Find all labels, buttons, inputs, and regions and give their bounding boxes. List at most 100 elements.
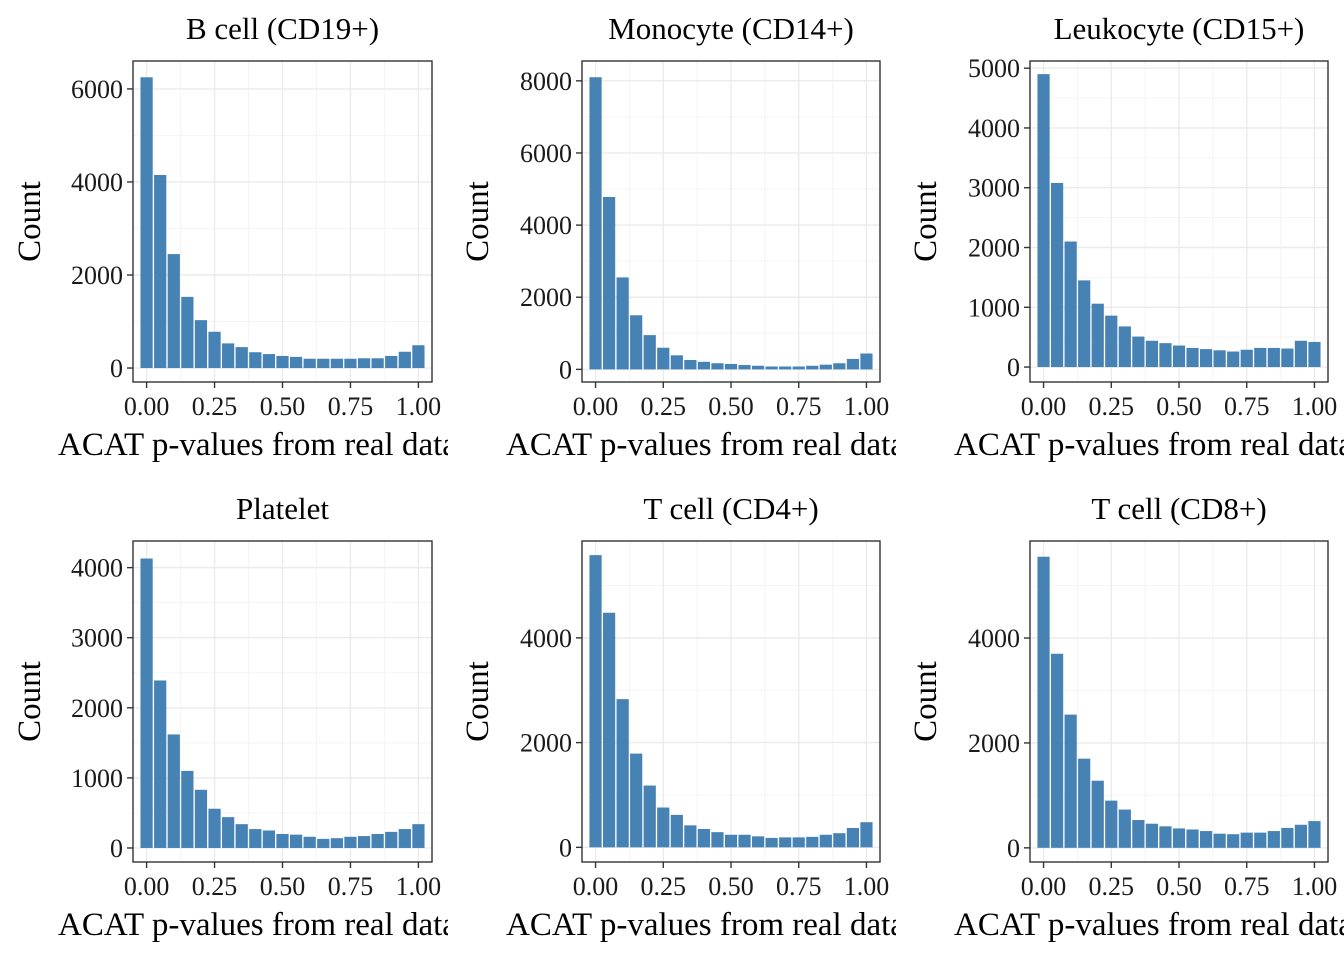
bar bbox=[1050, 182, 1064, 368]
bar bbox=[235, 824, 248, 848]
bar bbox=[412, 345, 425, 369]
bar bbox=[738, 365, 751, 370]
bar bbox=[602, 612, 616, 848]
bar bbox=[1267, 347, 1280, 368]
bar bbox=[697, 361, 711, 370]
bar bbox=[1281, 348, 1294, 368]
bar bbox=[330, 838, 343, 848]
y-tick-label: 8000 bbox=[520, 67, 572, 96]
bar bbox=[792, 366, 805, 370]
y-axis-title: Count bbox=[908, 661, 944, 742]
x-tick-label: 0.00 bbox=[573, 392, 619, 421]
panel-title: Platelet bbox=[236, 491, 329, 526]
bar bbox=[684, 825, 697, 848]
bar bbox=[792, 837, 805, 848]
bar bbox=[208, 331, 221, 369]
bar bbox=[657, 807, 670, 848]
bar bbox=[140, 77, 153, 369]
bar bbox=[167, 734, 180, 848]
bar bbox=[1294, 340, 1308, 368]
y-tick-label: 4000 bbox=[968, 624, 1020, 653]
y-axis-title: Count bbox=[12, 181, 48, 262]
panel-6: 0.00 0.25 0.50 0.75 1.00 0 2000 4000 T cell (CD8… bbox=[908, 491, 1344, 943]
bar bbox=[1064, 241, 1077, 368]
x-tick-label: 0.75 bbox=[328, 392, 374, 421]
bar bbox=[1037, 556, 1050, 848]
bar bbox=[697, 829, 711, 848]
bar bbox=[711, 832, 724, 848]
bar bbox=[181, 770, 194, 848]
bar bbox=[1281, 827, 1294, 848]
y-axis-title: Count bbox=[460, 181, 496, 262]
bar bbox=[154, 174, 167, 369]
x-tick-label: 0.25 bbox=[1089, 872, 1135, 901]
x-tick-label: 0.75 bbox=[1224, 392, 1270, 421]
x-tick-label: 1.00 bbox=[844, 872, 890, 901]
bar bbox=[724, 363, 738, 370]
x-tick-label: 0.00 bbox=[1021, 392, 1067, 421]
panel-2: 0.00 0.25 0.50 0.75 1.00 0 2000 4000 6000 8000 Mon… bbox=[460, 11, 896, 463]
x-tick-label: 0.25 bbox=[641, 392, 687, 421]
bar bbox=[806, 836, 819, 848]
x-axis-title: ACAT p-values from real data bbox=[506, 907, 905, 943]
bar bbox=[317, 358, 330, 369]
bar bbox=[1118, 326, 1131, 368]
x-tick-label: 0.00 bbox=[124, 872, 170, 901]
bar bbox=[1213, 350, 1226, 368]
y-axis-title: Count bbox=[460, 661, 496, 742]
bar bbox=[751, 836, 765, 848]
bar bbox=[181, 296, 194, 369]
x-tick-label: 0.00 bbox=[1021, 872, 1067, 901]
panel-title: Monocyte (CD14+) bbox=[608, 11, 854, 46]
bar bbox=[154, 680, 167, 848]
bar bbox=[344, 836, 357, 848]
bar bbox=[317, 838, 330, 848]
y-tick-label: 2000 bbox=[968, 729, 1020, 758]
bar bbox=[779, 366, 792, 370]
y-tick-label: 0 bbox=[559, 355, 572, 384]
x-tick-label: 1.00 bbox=[396, 392, 442, 421]
y-tick-label: 4000 bbox=[520, 624, 572, 653]
bar bbox=[670, 814, 683, 848]
x-tick-label: 0.50 bbox=[708, 392, 754, 421]
bar bbox=[385, 355, 398, 369]
bar bbox=[249, 352, 262, 369]
x-axis-title: ACAT p-values from real data bbox=[954, 427, 1344, 463]
bar bbox=[657, 347, 670, 370]
bar bbox=[1199, 831, 1213, 848]
bar bbox=[589, 555, 602, 848]
bar bbox=[806, 365, 819, 370]
bar bbox=[1186, 829, 1199, 848]
y-tick-label: 2000 bbox=[71, 261, 123, 290]
x-axis-title: ACAT p-values from real data bbox=[954, 907, 1344, 943]
bar bbox=[724, 834, 738, 848]
y-tick-label: 0 bbox=[559, 833, 572, 862]
bar bbox=[1145, 340, 1159, 368]
y-tick-label: 2000 bbox=[71, 694, 123, 723]
bar bbox=[412, 824, 425, 848]
bar bbox=[1105, 800, 1118, 848]
y-tick-label: 4000 bbox=[520, 211, 572, 240]
bar bbox=[1105, 315, 1118, 368]
y-tick-label: 6000 bbox=[520, 139, 572, 168]
y-tick-label: 2000 bbox=[520, 729, 572, 758]
y-tick-label: 2000 bbox=[968, 234, 1020, 263]
bar bbox=[1064, 714, 1077, 848]
bar bbox=[630, 315, 643, 370]
bar bbox=[860, 353, 873, 370]
panel-5: 0.00 0.25 0.50 0.75 1.00 0 2000 4000 T cell (CD4… bbox=[460, 491, 905, 943]
bar bbox=[276, 833, 289, 848]
y-tick-label: 5000 bbox=[968, 54, 1020, 83]
bar bbox=[1050, 653, 1064, 848]
bar bbox=[765, 366, 778, 370]
bar bbox=[1159, 826, 1172, 848]
panel-4: 0.00 0.25 0.50 0.75 1.00 0 1000 2000 3000 4000 Pla… bbox=[12, 491, 448, 943]
x-tick-label: 0.25 bbox=[1089, 392, 1135, 421]
bar bbox=[1240, 832, 1253, 848]
y-tick-label: 1000 bbox=[968, 293, 1020, 322]
bar bbox=[833, 363, 846, 370]
panel-title: T cell (CD4+) bbox=[643, 491, 818, 526]
x-tick-label: 0.75 bbox=[776, 872, 822, 901]
bar bbox=[1118, 809, 1131, 848]
